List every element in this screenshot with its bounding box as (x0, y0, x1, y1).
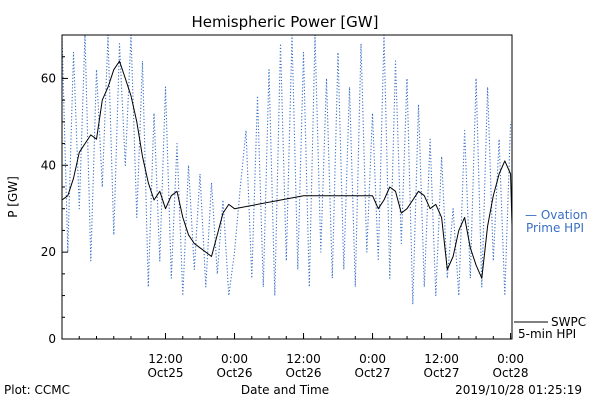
chart-title: Hemispheric Power [GW] (192, 13, 379, 31)
footer-timestamp: 2019/10/28 01:25:19 (455, 383, 582, 397)
x-axis-label: Date and Time (241, 383, 329, 397)
x-tick-date-label: Oct27 (355, 366, 391, 380)
legend-ovation-line2: Prime HPI (526, 221, 584, 235)
axis-layer: 020406012:00Oct250:00Oct2612:00Oct260:00… (41, 34, 529, 380)
x-tick-date-label: Oct28 (493, 366, 529, 380)
x-tick-time-label: 12:00 (286, 352, 321, 366)
y-tick-label: 60 (41, 71, 56, 85)
x-tick-date-label: Oct25 (147, 366, 183, 380)
legend-ovation-line1: — Ovation (525, 208, 588, 222)
x-tick-time-label: 0:00 (221, 352, 248, 366)
series-swpc-5min-hpi (62, 60, 512, 279)
plot-frame (61, 34, 513, 340)
legend: — Ovation Prime HPI SWPC 5-min HPI (514, 208, 588, 341)
x-tick-time-label: 12:00 (148, 352, 183, 366)
y-tick-label: 20 (41, 245, 56, 259)
legend-swpc-line1: SWPC (551, 315, 586, 329)
series-ovation-prime-hpi (62, 35, 512, 305)
series-layer (62, 35, 512, 305)
y-axis-label: P [GW] (6, 176, 20, 218)
y-tick-label: 0 (48, 332, 56, 346)
x-tick-time-label: 0:00 (359, 352, 386, 366)
y-tick-label: 40 (41, 158, 56, 172)
legend-swpc-line2: 5-min HPI (518, 327, 576, 341)
x-tick-date-label: Oct27 (424, 366, 460, 380)
x-tick-time-label: 12:00 (424, 352, 459, 366)
x-tick-time-label: 0:00 (497, 352, 524, 366)
x-tick-date-label: Oct26 (286, 366, 322, 380)
footer-plot-credit: Plot: CCMC (4, 383, 70, 397)
x-tick-date-label: Oct26 (217, 366, 253, 380)
